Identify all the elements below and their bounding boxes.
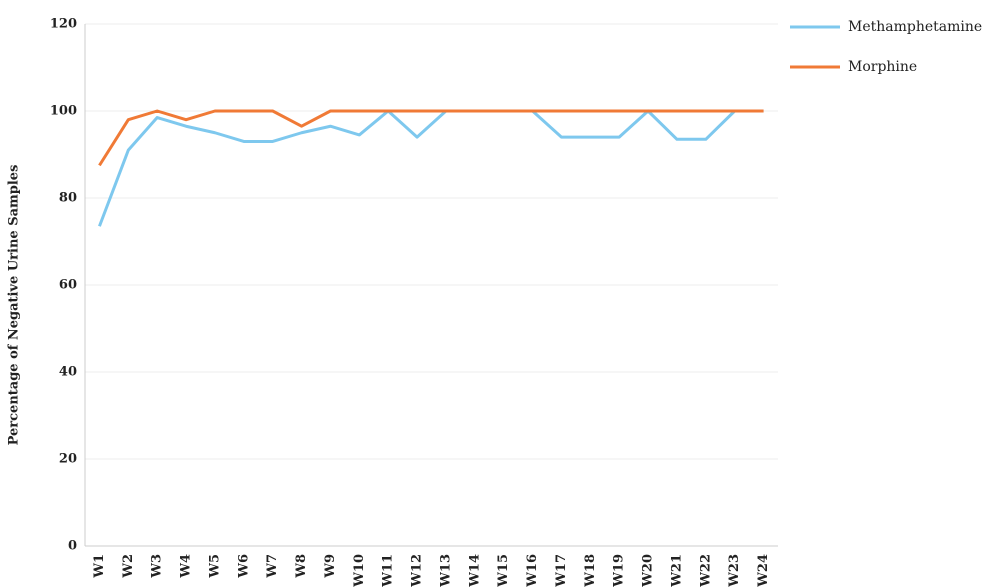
x-tick-label: W14 — [467, 554, 482, 587]
x-tick-label: W16 — [525, 554, 540, 587]
x-tick-label: W19 — [612, 554, 627, 587]
y-axis-label: Percentage of Negative Urine Samples — [7, 165, 22, 446]
x-tick-label: W13 — [438, 554, 453, 587]
x-tick-label: W2 — [121, 554, 136, 579]
x-tick-label: W23 — [727, 554, 742, 587]
legend-label: Morphine — [848, 59, 917, 75]
y-tick-label: 100 — [50, 104, 77, 119]
y-tick-label: 20 — [59, 452, 77, 467]
x-tick-label: W12 — [410, 554, 425, 587]
x-tick-label: W4 — [179, 554, 194, 579]
y-tick-label: 0 — [68, 539, 77, 554]
y-tick-label: 60 — [59, 278, 77, 293]
x-tick-label: W18 — [583, 554, 598, 587]
x-tick-label: W20 — [641, 554, 656, 587]
legend-label: Methamphetamine — [848, 19, 982, 35]
x-tick-label: W24 — [756, 554, 771, 587]
x-tick-label: W11 — [381, 554, 396, 587]
x-tick-label: W6 — [236, 554, 251, 579]
x-tick-label: W15 — [496, 554, 511, 587]
x-tick-label: W9 — [323, 554, 338, 579]
x-tick-label: W17 — [554, 554, 569, 587]
y-tick-label: 80 — [59, 191, 77, 206]
x-tick-label: W5 — [207, 554, 222, 579]
x-tick-label: W7 — [265, 554, 280, 579]
y-tick-label: 40 — [59, 365, 77, 380]
x-tick-label: W8 — [294, 554, 309, 579]
series-line — [98, 109, 764, 167]
x-tick-label: W1 — [92, 554, 107, 579]
x-tick-label: W22 — [698, 554, 713, 587]
x-tick-label: W3 — [150, 554, 165, 579]
series-line — [98, 109, 764, 227]
x-tick-label: W10 — [352, 554, 367, 587]
x-tick-label: W21 — [669, 554, 684, 587]
y-tick-label: 120 — [50, 17, 77, 32]
